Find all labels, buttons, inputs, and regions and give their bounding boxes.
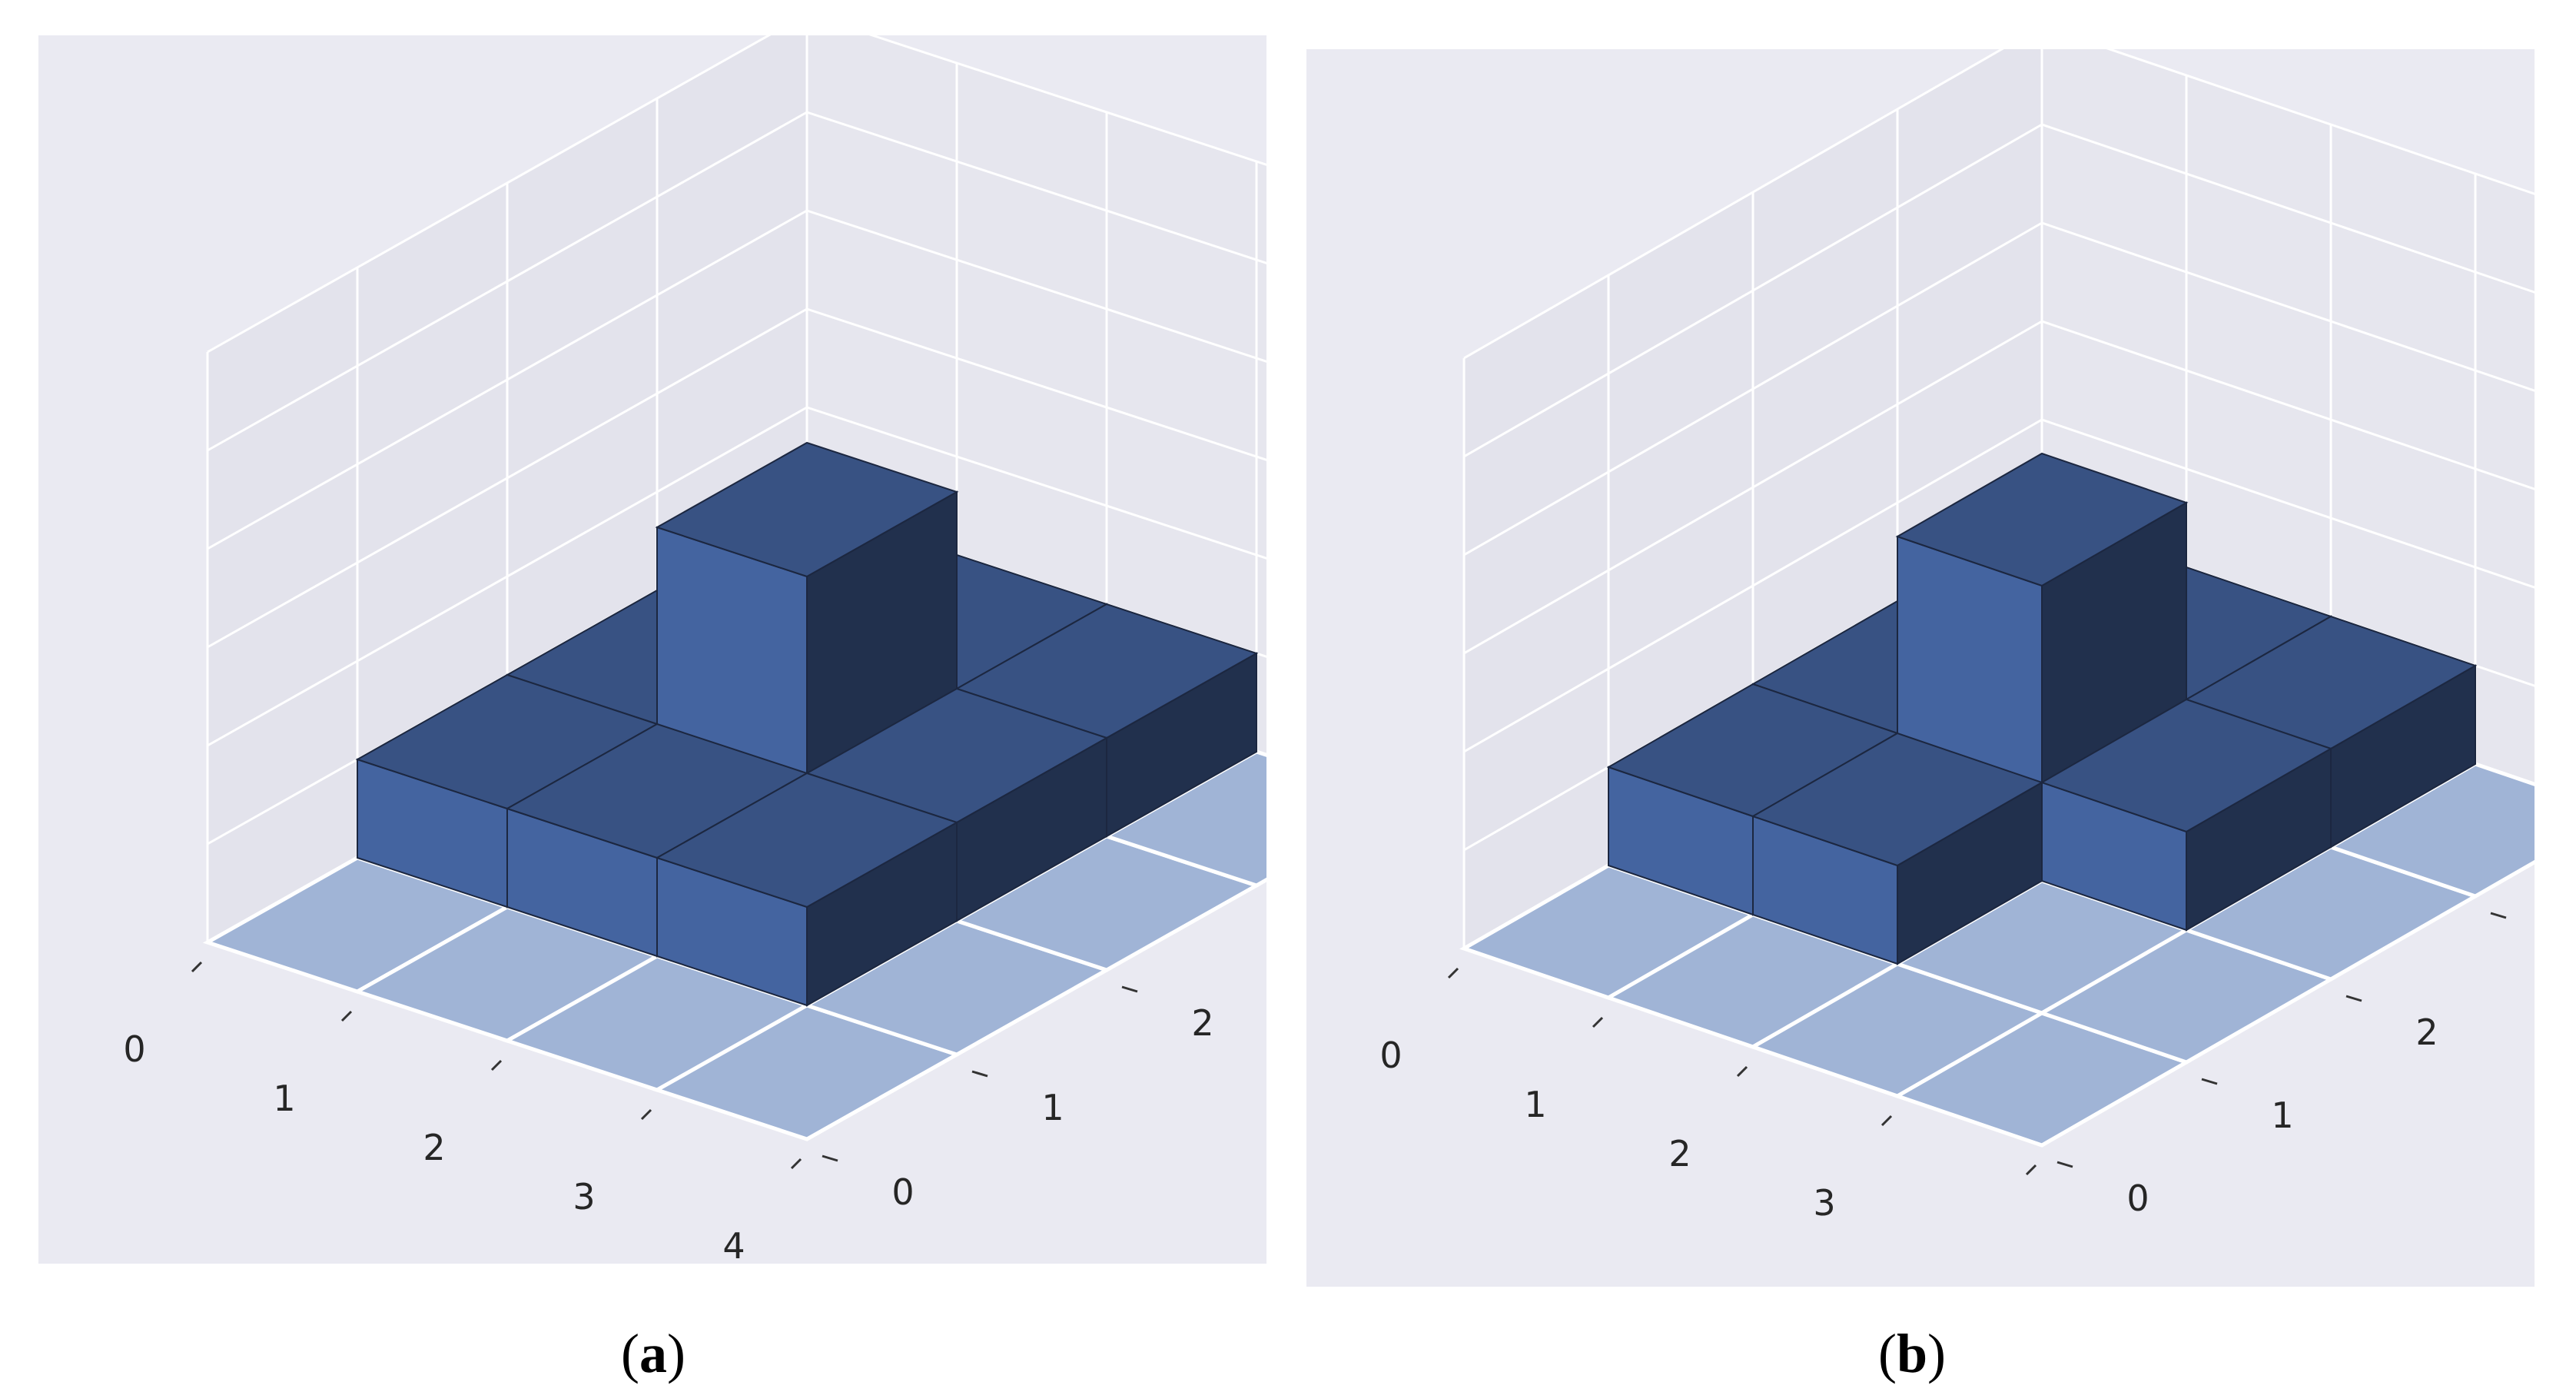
x-tick (1447, 967, 1459, 979)
y-tick-label: 1 (1041, 1087, 1064, 1128)
gridline (1463, 320, 2043, 655)
bar (2040, 698, 2333, 932)
x-tick (790, 1158, 802, 1170)
y-tick (2201, 1078, 2218, 1085)
bar-top-face (1751, 732, 2044, 867)
x-tick (2025, 1164, 2037, 1176)
x-tick-label: 0 (1379, 1035, 1402, 1076)
y-tick (1121, 985, 1138, 993)
gridline (2041, 320, 2535, 490)
gridline (1463, 123, 2043, 458)
gridline (2106, 49, 2535, 195)
bar3d-chart-b: 012301234 (1379, 49, 2535, 1224)
gridline (1463, 221, 2043, 556)
x-tick-label: 3 (573, 1176, 595, 1218)
caption-a: (a) (621, 1323, 685, 1384)
x-tick-label: 1 (273, 1078, 295, 1119)
bar-top-face (2040, 698, 2333, 833)
gridline (806, 209, 1266, 363)
gridline (207, 307, 808, 649)
x-tick-label: 4 (722, 1225, 745, 1264)
x-tick (490, 1059, 503, 1071)
y-tick-label: 0 (891, 1171, 914, 1213)
chart-panel-a: 0123401234 (38, 35, 1266, 1264)
gridline (806, 406, 1266, 560)
x-tick (1592, 1016, 1604, 1028)
bar-top-face (655, 441, 959, 578)
bar-top-face (1895, 452, 2189, 587)
caption-b: (b) (1878, 1323, 1947, 1384)
gridline (207, 209, 808, 550)
x-tick-label: 1 (1524, 1084, 1546, 1125)
gridline (207, 35, 772, 354)
y-tick-label: 0 (2126, 1178, 2149, 1219)
gridline (1463, 418, 2043, 753)
y-tick-label: 1 (2271, 1095, 2293, 1136)
gridline (207, 406, 808, 747)
gridline (1463, 49, 2004, 360)
x-tick (191, 961, 203, 973)
x-tick (1881, 1115, 1893, 1127)
gridline (806, 307, 1266, 461)
x-tick (640, 1108, 652, 1121)
bar-top-face (655, 772, 959, 909)
x-tick-label: 2 (1668, 1133, 1691, 1174)
x-tick-label: 3 (1813, 1182, 1835, 1224)
bar (655, 772, 959, 1007)
gridline (2041, 418, 2535, 589)
y-tick (2056, 1161, 2073, 1168)
y-tick (971, 1070, 988, 1078)
y-tick (822, 1154, 838, 1162)
gridline (806, 111, 1266, 264)
x-tick-label: 2 (423, 1127, 445, 1168)
y-tick-label: 2 (1191, 1002, 1213, 1044)
bar3d-chart-a: 0123401234 (123, 35, 1266, 1264)
x-tick-label: 0 (123, 1028, 145, 1070)
y-tick-label: 2 (2415, 1012, 2438, 1053)
y-tick (2490, 912, 2507, 919)
gridline (207, 111, 808, 452)
x-tick (1736, 1065, 1748, 1078)
gridline (2041, 221, 2535, 392)
chart-panel-b: 012301234 (1306, 49, 2535, 1287)
gridline (2041, 123, 2535, 294)
x-tick (340, 1010, 353, 1022)
gridline (868, 35, 1266, 166)
y-tick (2345, 995, 2362, 1002)
bar (1751, 732, 2044, 965)
